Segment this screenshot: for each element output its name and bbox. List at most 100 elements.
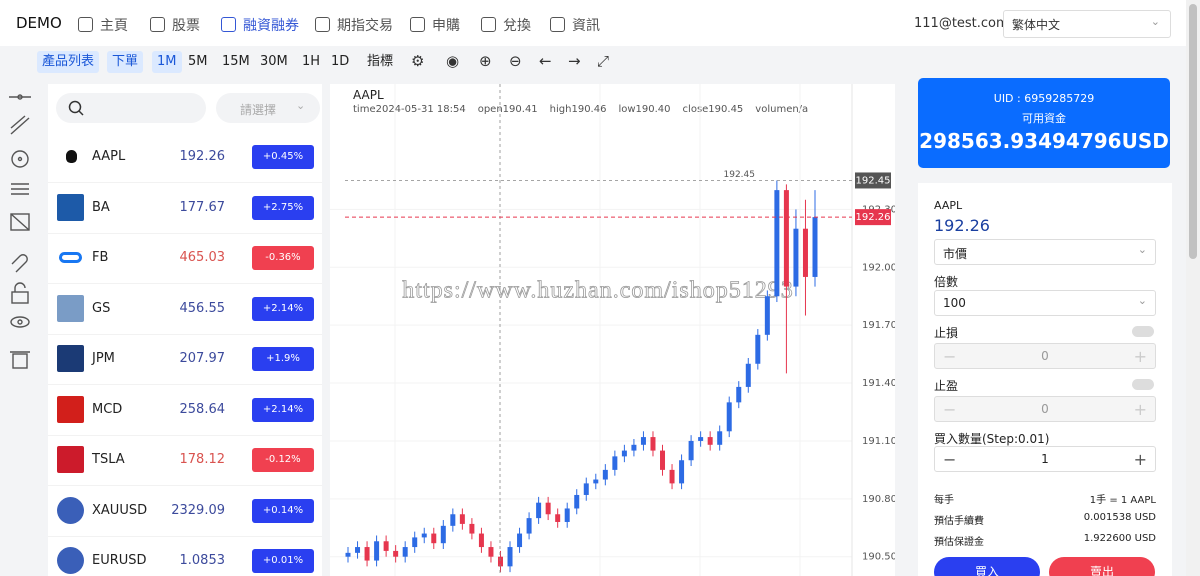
product-row[interactable]: XAUUSD 2329.09 +0.14% (48, 486, 322, 537)
tool-icon[interactable]: ← (539, 52, 552, 70)
search-box[interactable] (56, 93, 206, 123)
candle-body (488, 547, 494, 557)
tool-icon[interactable]: ⚙ (411, 52, 425, 70)
tool-icon[interactable]: ⤢ (597, 52, 610, 70)
panel-button[interactable]: 產品列表 (37, 51, 100, 73)
sell-button[interactable]: 賣出 (1049, 557, 1155, 576)
tool-icon[interactable]: ◉ (446, 52, 460, 70)
change-badge: +0.01% (252, 549, 314, 573)
stop-loss-label: 止損 (934, 326, 959, 340)
nav-label: 兌換 (503, 18, 531, 34)
interval-button[interactable]: 30M (260, 54, 288, 69)
chart-symbol: AAPL (353, 88, 384, 102)
tool-icon[interactable]: ⊕ (479, 52, 492, 70)
product-row[interactable]: MCD 258.64 +2.14% (48, 385, 322, 436)
interval-button[interactable]: 5M (188, 54, 208, 69)
nav-item[interactable]: 主頁 (78, 15, 128, 35)
take-profit-toggle[interactable] (1132, 379, 1154, 390)
product-name: FB (92, 250, 109, 265)
indicator-button[interactable]: 指標 (367, 54, 394, 69)
product-price: 465.03 (179, 250, 226, 265)
crosshair-tag-label: 192.45 (856, 175, 891, 186)
select-box[interactable]: 請選擇 ⌄ (216, 93, 320, 123)
candle-body (736, 386, 742, 403)
candle-body (383, 541, 389, 551)
candle-body (793, 228, 799, 287)
product-panel: 請選擇 ⌄ AAPL 192.26 +0.45% BA 177.67 +2.75% FB 46… (48, 84, 322, 576)
change-badge: +0.14% (252, 498, 314, 523)
stop-loss-toggle[interactable] (1132, 326, 1154, 337)
candle-body (679, 460, 685, 484)
candle-body (640, 437, 646, 445)
language-select[interactable]: 繁体中文 ⌄ (1003, 10, 1171, 38)
product-row[interactable]: AAPL 192.26 +0.45% (48, 132, 322, 183)
candle-body (459, 514, 465, 524)
plus: + (1133, 347, 1147, 366)
apple-logo (66, 150, 77, 163)
product-price: 177.67 (179, 199, 226, 215)
top-nav: DEMO 111@test.com 繁体中文 ⌄ (0, 0, 1186, 46)
change-badge: +1.9% (252, 347, 314, 371)
candle-body (555, 514, 561, 522)
interval-button[interactable]: 1D (331, 54, 350, 69)
product-row[interactable]: FB 465.03 -0.36% (48, 233, 322, 284)
interval-button[interactable]: 15M (222, 54, 250, 69)
product-row[interactable]: BA 177.67 +2.75% (48, 183, 322, 234)
candle-body (545, 502, 551, 515)
nav-item[interactable]: 資訊 (550, 15, 600, 35)
product-logo (57, 446, 84, 473)
language: 繁体中文 (1012, 18, 1061, 32)
interval-button[interactable]: 1H (302, 54, 321, 69)
candle-body (469, 523, 475, 534)
nav-item[interactable]: 期指交易 (315, 15, 393, 35)
product-row[interactable]: GS 456.55 +2.14% (48, 284, 322, 335)
tool-icon[interactable]: ⊖ (509, 52, 522, 70)
product-price: 192.26 (179, 149, 226, 164)
product-price: 178.12 (179, 452, 226, 467)
product-row[interactable]: JPM 207.97 +1.9% (48, 334, 322, 385)
product-name: MCD (92, 401, 123, 417)
interval-button[interactable]: 1M (152, 51, 182, 73)
leverage-select[interactable]: 100 ⌄ (934, 290, 1156, 316)
last-price-tag (855, 209, 891, 226)
tool-icon[interactable]: → (568, 52, 581, 70)
nav-label: 融資融券 (243, 18, 299, 34)
search-icon (68, 100, 84, 116)
quantity-label: 買入數量(Step:0.01) (934, 432, 1050, 446)
minus: − (943, 400, 957, 419)
product-row[interactable]: TSLA 178.12 -0.12% (48, 435, 322, 486)
stop-loss-input[interactable]: − 0 + (934, 343, 1156, 369)
candle-body (412, 537, 418, 548)
crosshair-tag (855, 172, 891, 189)
scroll-thumb[interactable] (1189, 4, 1197, 259)
scrollbar (1186, 0, 1200, 576)
nav-icon (550, 17, 565, 32)
product-row[interactable]: EURUSD 1.0853 +0.01% (48, 536, 322, 576)
y-tick-label: 191.70 (862, 320, 895, 331)
candle-body (364, 547, 370, 561)
candle-body (450, 514, 456, 526)
nav-item[interactable]: 股票 (150, 15, 200, 35)
candle-body (526, 518, 532, 534)
buy-button[interactable]: 買入 (934, 557, 1040, 576)
order-type-select[interactable]: 市價 ⌄ (934, 239, 1156, 265)
nav-item[interactable]: 兌換 (481, 15, 531, 35)
nav-icon (221, 17, 236, 32)
change-badge: -0.12% (252, 448, 314, 472)
quantity-input[interactable]: − 1 + (934, 446, 1156, 472)
candle-body (507, 547, 513, 567)
order-type: 市價 (943, 247, 968, 261)
funds-label: 可用資金 (1022, 112, 1066, 125)
product-price: 2329.09 (171, 502, 225, 518)
change-badge: +2.14% (252, 397, 314, 422)
panel-button[interactable]: 下單 (107, 51, 144, 73)
stop-loss: 0 (1041, 349, 1049, 363)
nav-item[interactable]: 申購 (410, 15, 460, 35)
nav-item[interactable]: 融資融券 (221, 15, 299, 35)
product-logo (57, 395, 84, 423)
candle-body (478, 533, 484, 548)
candle-body (755, 334, 761, 364)
take-profit-input[interactable]: − 0 + (934, 396, 1156, 422)
nav-label: 申購 (432, 18, 460, 34)
user-email[interactable]: 111@test.com (914, 16, 1009, 31)
